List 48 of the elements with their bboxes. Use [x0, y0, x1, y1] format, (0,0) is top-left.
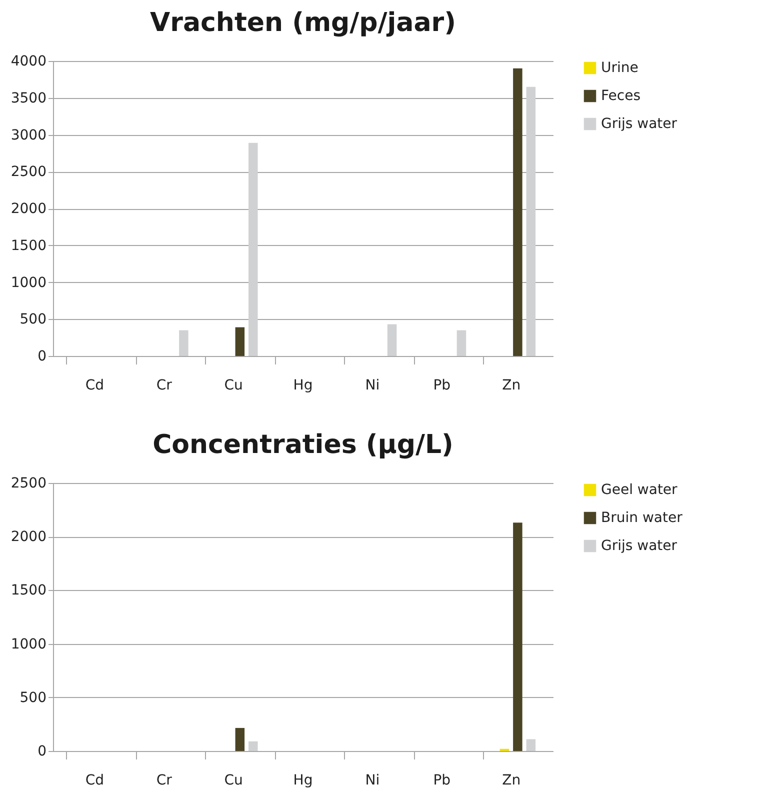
- legend-label: Bruin water: [601, 510, 683, 526]
- y-tick-label: 0: [38, 744, 46, 760]
- legend-label: Grijs water: [601, 538, 678, 554]
- x-tick-label: Cr: [156, 772, 172, 788]
- y-tick-label: 2500: [10, 476, 46, 492]
- x-tick-label: Cu: [224, 772, 243, 788]
- legend-label: Feces: [601, 88, 641, 104]
- bar: [456, 330, 466, 356]
- bar: [387, 324, 397, 356]
- chart-title: Concentraties (µg/L): [152, 430, 454, 460]
- bar: [248, 741, 258, 751]
- legend-label: Urine: [601, 60, 638, 76]
- bar: [513, 68, 522, 356]
- bar: [235, 728, 245, 751]
- bar: [513, 522, 522, 751]
- x-tick-label: Zn: [502, 772, 521, 788]
- x-tick-label: Cu: [224, 378, 243, 394]
- y-tick-label: 3000: [10, 127, 46, 144]
- x-tick-label: Zn: [502, 378, 521, 394]
- bar: [248, 142, 258, 356]
- legend-label: Geel water: [601, 482, 678, 498]
- y-tick-label: 1000: [10, 274, 46, 291]
- y-tick-label: 500: [20, 312, 46, 328]
- x-tick-label: Hg: [293, 378, 313, 394]
- y-tick-label: 3500: [10, 90, 46, 106]
- y-tick-label: 1500: [10, 238, 46, 254]
- x-tick-label: Cd: [85, 378, 104, 394]
- legend-label: Grijs water: [601, 116, 678, 132]
- y-tick-label: 1000: [10, 636, 46, 652]
- x-tick-label: Cr: [156, 378, 172, 394]
- chart-title: Vrachten (mg/p/jaar): [150, 8, 456, 38]
- x-tick-label: Hg: [293, 772, 313, 788]
- bar: [526, 739, 536, 751]
- bar: [526, 86, 536, 356]
- y-tick-label: 2000: [10, 201, 46, 217]
- x-tick-label: Ni: [365, 378, 380, 394]
- y-tick-label: 4000: [10, 54, 46, 70]
- y-tick-label: 1500: [10, 582, 46, 599]
- x-tick-label: Cd: [85, 772, 104, 788]
- x-tick-label: Pb: [433, 772, 451, 788]
- y-tick-label: 2000: [10, 529, 46, 546]
- bar: [235, 327, 245, 356]
- y-tick-label: 2500: [10, 164, 46, 180]
- y-tick-label: 500: [20, 690, 46, 706]
- x-tick-label: Pb: [433, 378, 451, 394]
- y-tick-label: 0: [38, 348, 46, 364]
- x-tick-label: Ni: [365, 772, 380, 788]
- bar: [179, 330, 188, 356]
